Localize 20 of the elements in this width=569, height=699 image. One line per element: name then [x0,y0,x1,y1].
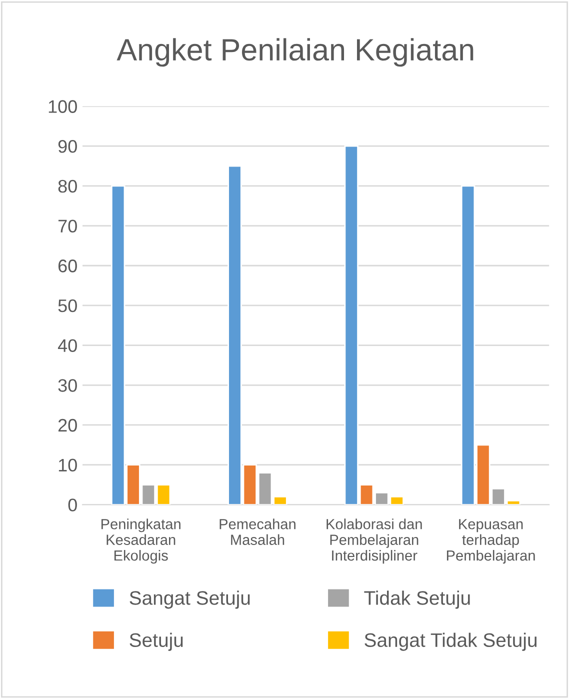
x-tick-label: Kolaborasi dan Pembelajaran Interdisipliner [326,518,422,564]
y-tick-label: 40 [58,339,77,352]
x-tick-label: Kepuasan terhadap Pembelajaran [446,519,535,564]
y-tick-label: 0 [68,498,77,512]
y-tick-label: 30 [58,379,77,392]
y-tick-label: 20 [58,418,77,432]
legend-label: Sangat Setuju [130,590,250,609]
legend-label: Setuju [130,632,183,651]
y-tick-label: 10 [58,458,77,472]
y-tick-label: 60 [58,260,77,272]
y-tick-label: 90 [58,140,77,153]
y-tick-label: 70 [58,220,77,232]
y-tick-label: 50 [58,299,77,312]
legend-label: Sangat Tidak Setuju [364,632,536,651]
chart-title: Angket Penilaian Kegiatan [116,38,474,67]
y-tick-label: 80 [58,180,77,193]
legend-label: Tidak Setuju [364,590,470,609]
x-tick-label: Peningkatan Kesadaran Ekologis [101,518,180,564]
x-tick-label: Pemecahan Masalah [220,518,296,545]
y-tick-label: 100 [48,100,77,113]
